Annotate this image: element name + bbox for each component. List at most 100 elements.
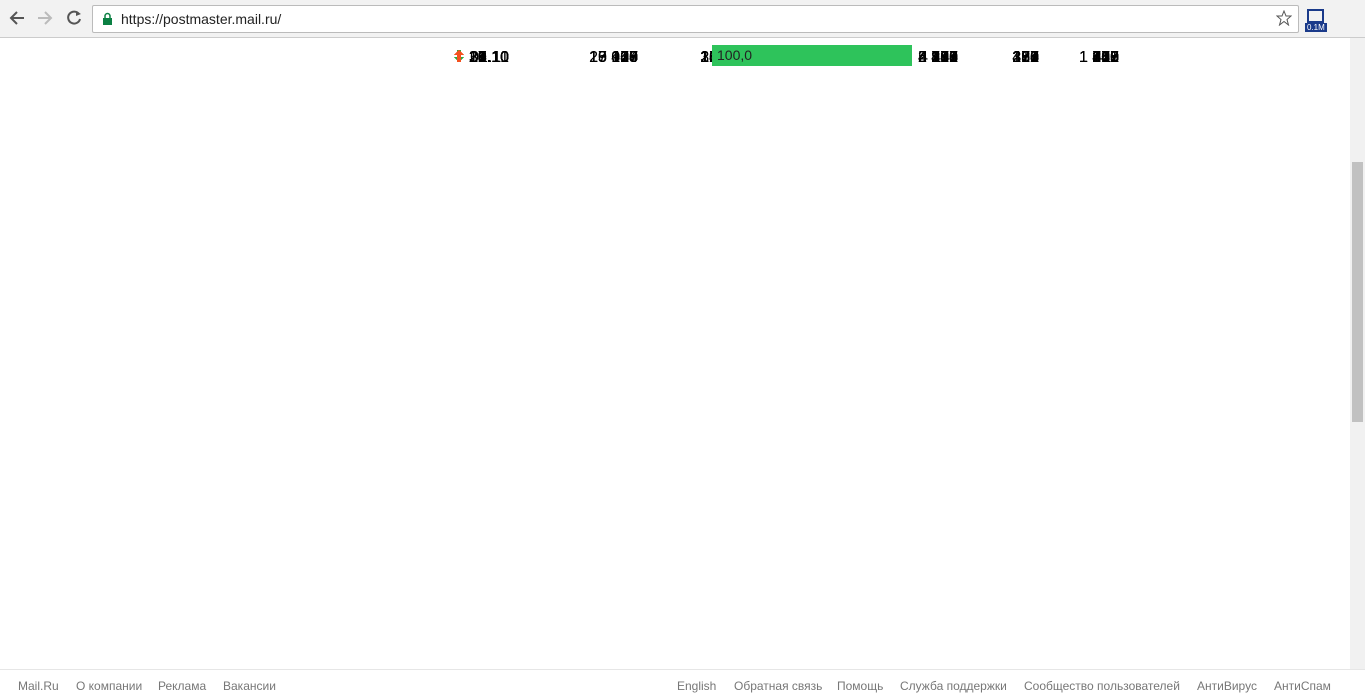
cell: 452 xyxy=(1012,49,1039,66)
date: 25.10 xyxy=(468,49,509,66)
date: 30.10 xyxy=(468,49,509,66)
date: 20.10 xyxy=(468,49,509,66)
cell: 62 xyxy=(1101,49,1119,66)
date: 22.10 xyxy=(468,49,509,66)
cell: 17 xyxy=(620,49,638,66)
date: 21.10 xyxy=(468,49,509,66)
footer-link[interactable]: Служба поддержки xyxy=(900,679,1007,693)
cell: 130 xyxy=(611,49,638,66)
footer-link[interactable]: О компании xyxy=(76,679,143,693)
cell: 14 xyxy=(1021,49,1039,66)
cell: 412 xyxy=(931,49,958,66)
cell: 2 189 xyxy=(917,49,958,66)
footer-link[interactable]: Помощь xyxy=(837,679,884,693)
extension-icon[interactable] xyxy=(1307,9,1325,23)
browser-toolbar: https://postmaster.mail.ru/ 0.1M xyxy=(0,0,1365,38)
date: 29.10 xyxy=(468,49,509,66)
cell: 287 xyxy=(931,49,958,66)
date: 27.10 xyxy=(468,49,509,66)
cell: 44 xyxy=(940,49,958,66)
date: 01.11 xyxy=(470,49,509,66)
date: 19.10 xyxy=(468,49,509,66)
cell: 15 427 xyxy=(589,49,638,66)
footer-link[interactable]: АнтиСпам xyxy=(1274,679,1331,693)
cell: 83 xyxy=(1021,49,1039,66)
cell: 179 xyxy=(1092,49,1119,66)
cell: 5 378 xyxy=(917,49,958,66)
cell: 242 xyxy=(931,49,958,66)
cell: 76 xyxy=(620,49,638,66)
date: 24.10 xyxy=(468,49,509,66)
cell: 277 xyxy=(1092,49,1119,66)
cell: 178 xyxy=(931,49,958,66)
date: 17.10 xyxy=(468,49,509,66)
cell: 52 xyxy=(1021,49,1039,66)
cell: 1 148 xyxy=(1078,49,1119,66)
cell: 364 xyxy=(1012,49,1039,66)
cell: 70 xyxy=(1021,49,1039,66)
cell: 87 xyxy=(1021,49,1039,66)
cell: 77 xyxy=(1021,49,1039,66)
date: 23.10 xyxy=(468,49,509,66)
percent-bar: 100,0 xyxy=(712,45,912,66)
cell: 392 xyxy=(1012,49,1039,66)
trend-up-arrow xyxy=(454,49,464,62)
cell: 411 xyxy=(1093,49,1119,66)
date: 16.10 xyxy=(468,49,509,66)
cell: 205 xyxy=(1092,49,1119,66)
cell: 2 741 xyxy=(917,49,958,66)
cell: 275 xyxy=(1092,49,1119,66)
cell: 80 xyxy=(1021,49,1039,66)
cell: 430 xyxy=(931,49,958,66)
footer-link[interactable]: АнтиВирус xyxy=(1197,679,1257,693)
footer-link[interactable]: Mail.Ru xyxy=(18,679,59,693)
cell: 181 xyxy=(1012,49,1039,66)
cell: 148 xyxy=(611,49,638,66)
cell: 1 580 xyxy=(1078,49,1119,66)
footer-link[interactable]: Сообщество пользователей xyxy=(1024,679,1180,693)
nav-buttons[interactable] xyxy=(0,0,90,37)
date: 31.10 xyxy=(468,49,509,66)
footer-link[interactable]: Реклама xyxy=(158,679,207,693)
cell: 360 xyxy=(1092,49,1119,66)
table: 01.111000,325,08441462100,031.102490,312… xyxy=(0,37,1350,669)
cell: 25 xyxy=(620,49,638,66)
cell: 289 xyxy=(1012,49,1039,66)
scrollbar[interactable] xyxy=(1350,37,1365,669)
cell: 20 109 xyxy=(589,49,638,66)
cell: 10 xyxy=(620,49,638,66)
address-bar[interactable]: https://postmaster.mail.ru/ xyxy=(92,5,1299,33)
cell: 24 xyxy=(620,49,638,66)
cell: 287 xyxy=(931,49,958,66)
extension-badge: 0.1M xyxy=(1305,23,1327,32)
cell: 270 xyxy=(931,49,958,66)
bookmark-star[interactable] xyxy=(1276,10,1292,26)
footer-link[interactable]: English xyxy=(677,679,717,693)
url: https://postmaster.mail.ru/ xyxy=(121,11,282,27)
percent-label: 100,0 xyxy=(717,47,753,63)
cell: 315 xyxy=(1092,49,1119,66)
scroll-thumb[interactable] xyxy=(1352,162,1363,422)
cell: 15 xyxy=(620,49,638,66)
date: 18.10 xyxy=(468,49,509,66)
footer-link[interactable]: Вакансии xyxy=(223,679,276,693)
cell: 450 xyxy=(1092,49,1119,66)
cell: 17 133 xyxy=(589,49,638,66)
cell: 29 xyxy=(620,49,638,66)
date: 26.10 xyxy=(468,49,509,66)
cell: 4 115 xyxy=(919,49,958,66)
footer: Mail.Ru О компании Реклама Вакансии English О… xyxy=(0,669,1365,700)
cell: 4 804 xyxy=(917,49,958,66)
cell: 291 xyxy=(931,49,958,66)
footer-link[interactable]: Обратная связь xyxy=(734,679,823,693)
cell: 50 xyxy=(1021,49,1039,66)
cell: 251 xyxy=(1092,49,1119,66)
cell: 723 xyxy=(1092,49,1119,66)
cell: 685 xyxy=(1092,49,1119,66)
cell: 19 906 xyxy=(589,49,638,66)
lock-icon xyxy=(103,12,112,25)
cell: 25 xyxy=(620,49,638,66)
date: 28.10 xyxy=(468,49,509,66)
cell: 981 xyxy=(931,49,958,66)
